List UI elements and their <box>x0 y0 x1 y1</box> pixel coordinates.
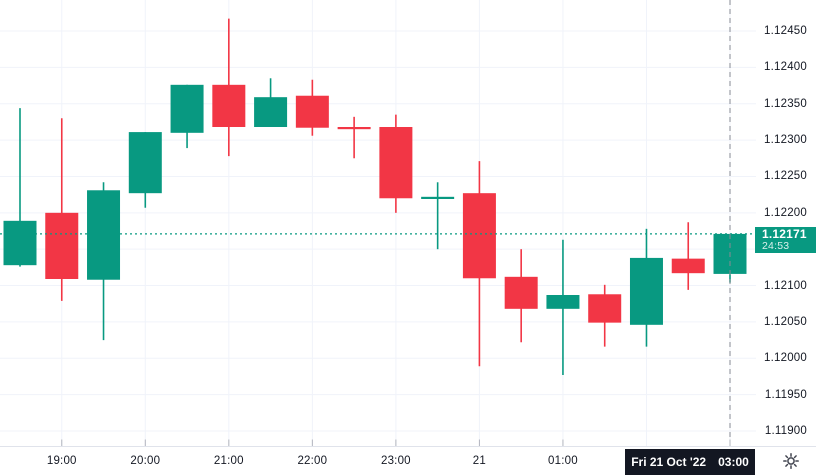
candle-body <box>212 84 246 127</box>
time-axis-label: 19:00 <box>46 454 77 467</box>
candle-body <box>462 193 496 279</box>
candle-body <box>87 190 121 280</box>
time-axis[interactable]: 19:00 20:00 21:00 22:00 23:00 21 01:00 <box>0 446 816 475</box>
price-axis-label: 1.12250 <box>764 170 807 183</box>
current-price-badge: 1.12171 24:53 <box>755 226 816 253</box>
candle-body <box>128 132 162 194</box>
price-axis[interactable]: 1.12450 1.12400 1.12350 1.12300 1.12250 1.122… <box>741 0 816 446</box>
time-axis-label: 21:00 <box>213 454 244 467</box>
bar-countdown-timer: 24:53 <box>762 239 790 252</box>
price-axis-label: 1.12350 <box>764 97 807 110</box>
price-axis-label: 1.12300 <box>764 134 807 147</box>
candle-body <box>170 84 204 133</box>
candle-body <box>379 127 413 199</box>
candle-body <box>421 196 455 199</box>
time-axis-label: 21 <box>472 454 487 467</box>
candle-body <box>3 220 37 266</box>
candle-body <box>504 276 538 309</box>
time-axis-label: 22:00 <box>297 454 328 467</box>
time-axis-label: 23:00 <box>380 454 411 467</box>
candle-body <box>254 97 288 127</box>
price-axis-label: 1.11950 <box>764 388 807 401</box>
candle-body <box>546 295 580 309</box>
price-axis-label: 1.12000 <box>764 352 807 365</box>
last-bar-datetime-badge: Fri 21 Oct '22 03:00 <box>625 449 755 475</box>
price-axis-label: 1.12450 <box>764 25 807 37</box>
price-axis-label: 1.12100 <box>764 279 807 292</box>
time-axis-label: 20:00 <box>130 454 161 467</box>
last-bar-date: Fri 21 Oct '22 <box>631 455 707 469</box>
candle-body <box>671 258 705 274</box>
candle-body <box>588 294 622 323</box>
price-axis-label: 1.12400 <box>764 61 807 74</box>
settings-gear-icon[interactable] <box>783 453 799 469</box>
current-price-value: 1.12171 <box>762 226 807 241</box>
candle-body <box>45 212 79 279</box>
candle-body <box>295 95 329 128</box>
time-axis-label: 01:00 <box>548 454 578 467</box>
last-bar-time: 03:00 <box>718 455 749 469</box>
candle-body <box>629 257 663 325</box>
price-axis-label: 1.12050 <box>764 315 807 328</box>
price-axis-label: 1.12200 <box>764 206 807 219</box>
candle-body <box>337 127 371 130</box>
price-axis-label: 1.11900 <box>764 425 807 437</box>
